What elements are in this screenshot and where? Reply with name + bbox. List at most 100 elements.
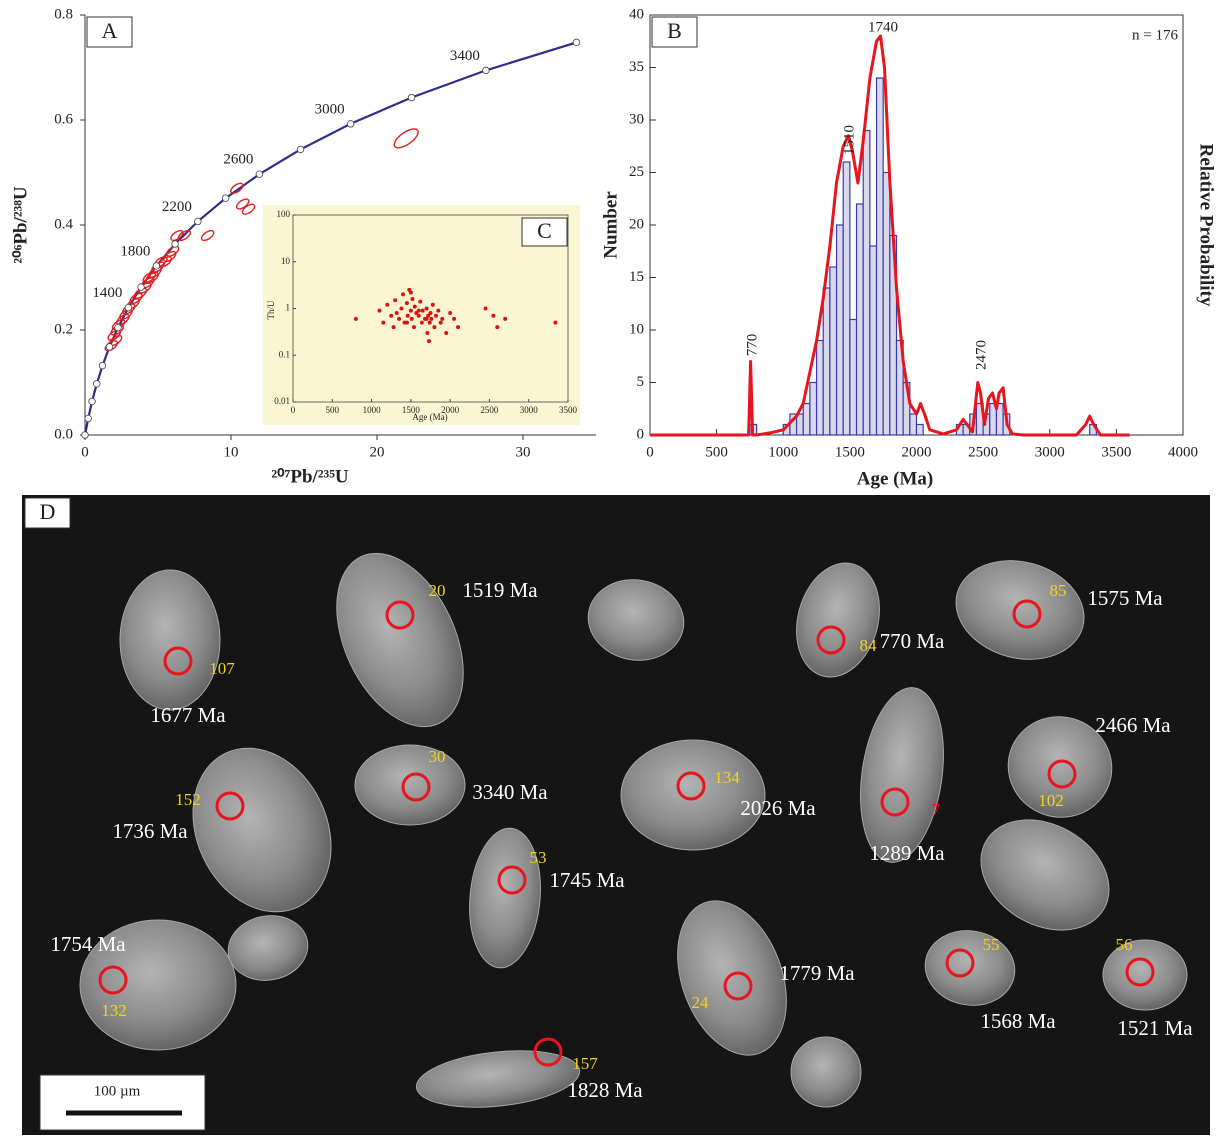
x-tick-label: 1000 (363, 405, 382, 415)
error-ellipse (391, 125, 421, 151)
scatter-point (429, 317, 433, 321)
spot-age: 1828 Ma (567, 1078, 643, 1102)
scatter-point (425, 307, 429, 311)
age-marker (138, 284, 145, 291)
age-marker (573, 39, 580, 46)
age-label: 3400 (450, 48, 480, 64)
scale-bar-label: 100 µm (94, 1083, 141, 1099)
scatter-point (448, 311, 452, 315)
spot-number: 102 (1038, 791, 1064, 810)
spot-age: 1575 Ma (1087, 586, 1163, 610)
scatter-point (392, 325, 396, 329)
spot-age: 1754 Ma (50, 932, 126, 956)
histogram-bar (877, 78, 884, 435)
grain (791, 1037, 861, 1107)
scatter-point (484, 307, 488, 311)
scatter-point (417, 309, 421, 313)
scatter-point (421, 309, 425, 313)
scatter-point (420, 321, 424, 325)
spot-number: 134 (714, 768, 740, 787)
scatter-point (418, 300, 422, 304)
scatter-point (405, 301, 409, 305)
spot-age: 2466 Ma (1095, 713, 1171, 737)
scatter-point (381, 321, 385, 325)
scatter-point (431, 303, 435, 307)
y-tick-label: 25 (629, 164, 644, 180)
scatter-point (553, 321, 557, 325)
x-tick-label: 500 (705, 444, 728, 460)
scatter-point (389, 314, 393, 318)
age-marker (93, 380, 100, 387)
age-label: 2200 (162, 199, 192, 215)
scatter-point (495, 325, 499, 329)
histogram-bar (883, 173, 890, 436)
histogram-bar (817, 341, 824, 436)
x-tick-label: 10 (224, 444, 239, 460)
scatter-point (417, 314, 421, 318)
age-marker (483, 67, 490, 74)
scatter-point (397, 317, 401, 321)
scatter-point (405, 321, 409, 325)
scatter-point (401, 292, 405, 296)
panel-label: D (40, 499, 56, 524)
x-tick-label: 0 (81, 444, 89, 460)
y-axis-label: ²⁰⁶Pb/²³⁸U (10, 186, 31, 264)
spot-age: 1745 Ma (549, 868, 625, 892)
histogram-bar (810, 383, 817, 436)
panel-label: A (102, 18, 118, 43)
spot-number: 20 (429, 581, 446, 600)
histogram-bar (850, 320, 857, 436)
panel-label: C (537, 218, 552, 243)
spot-age: 1677 Ma (150, 703, 226, 727)
y-tick-label: 100 (277, 209, 291, 219)
x-axis-label: Age (Ma) (857, 468, 934, 489)
scatter-point (428, 321, 432, 325)
y-tick-label: 0.0 (54, 426, 73, 442)
histogram-bar (837, 225, 844, 435)
histogram-bar (910, 414, 917, 435)
spot-age: 2026 Ma (740, 796, 816, 820)
x-tick-label: 500 (326, 405, 340, 415)
y-tick-label: 0.1 (279, 349, 290, 359)
x-tick-label: 4000 (1168, 444, 1198, 460)
spot-number: 85 (1050, 581, 1067, 600)
scatter-point (410, 297, 414, 301)
y-tick-label: 1 (286, 303, 291, 313)
x-axis-label: Age (Ma) (412, 412, 447, 422)
scatter-point (385, 303, 389, 307)
scatter-point (429, 311, 433, 315)
age-marker (89, 398, 96, 405)
scatter-point (393, 298, 397, 302)
scatter-point (503, 317, 507, 321)
peak-label: 1510 (841, 125, 857, 155)
y-tick-label: 5 (637, 374, 645, 390)
age-marker (153, 263, 160, 270)
age-marker (82, 432, 89, 439)
error-ellipse (241, 202, 256, 216)
spot-number: 132 (101, 1001, 127, 1020)
scatter-point (440, 317, 444, 321)
histogram-bar (823, 288, 830, 435)
age-marker (195, 218, 202, 225)
y-tick-label: 15 (629, 269, 644, 285)
age-marker (297, 146, 304, 153)
y-axis-label: Th/U (266, 300, 276, 319)
scatter-point (399, 307, 403, 311)
age-label: 1400 (92, 285, 122, 301)
y-tick-label: 0 (637, 426, 645, 442)
scatter-point (491, 314, 495, 318)
spot-age: 1568 Ma (980, 1009, 1056, 1033)
scatter-point (456, 325, 460, 329)
scatter-point (436, 309, 440, 313)
y2-axis-label: Relative Probability (1196, 144, 1217, 307)
age-marker (347, 121, 354, 128)
spot-age: 1779 Ma (779, 961, 855, 985)
scatter-point (406, 314, 410, 318)
age-marker (256, 171, 263, 178)
age-marker (99, 362, 106, 369)
grain (120, 570, 220, 710)
scatter-point (427, 339, 431, 343)
age-marker (408, 94, 415, 101)
histogram-bar (870, 246, 877, 435)
histogram-bar (857, 204, 864, 435)
